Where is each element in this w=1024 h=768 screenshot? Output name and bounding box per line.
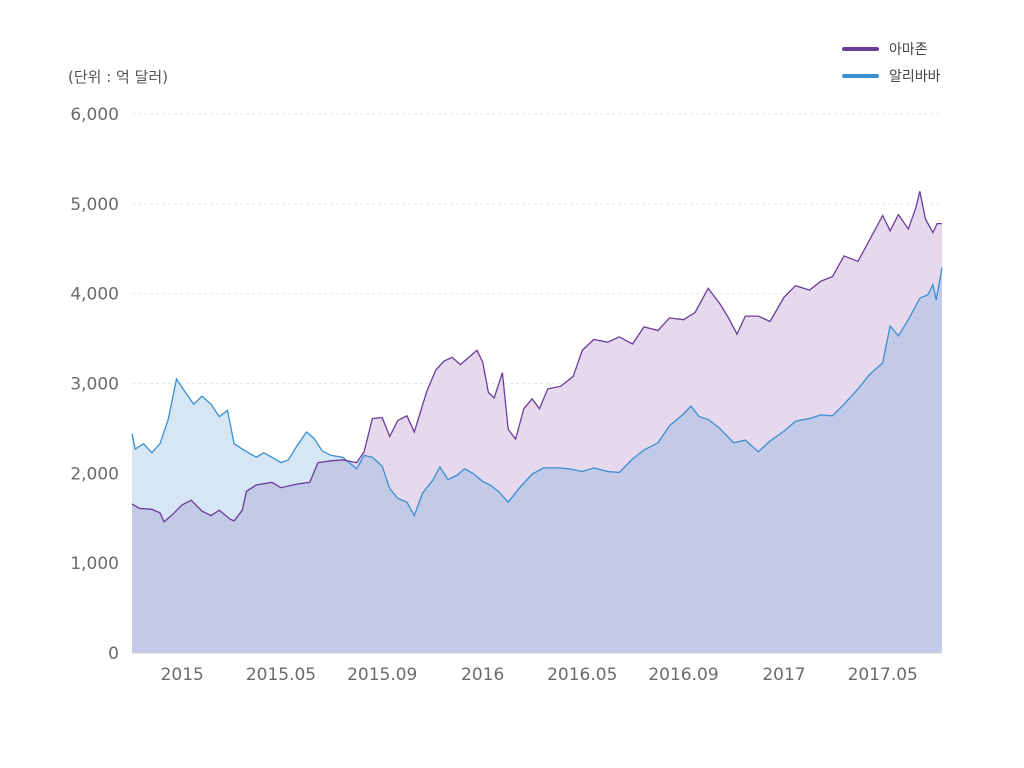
x-axis-ticks: 2015 2015.05 2015.09 2016 2016.05 2016.09 2017…	[161, 665, 918, 685]
y-tick-label: 1,000	[70, 554, 119, 574]
plot-area	[131, 191, 943, 654]
legend-label-amazon: 아마존	[889, 42, 928, 58]
x-tick-label: 2017.05	[848, 665, 918, 685]
area-overlap	[132, 267, 942, 653]
y-tick-label: 0	[108, 644, 119, 664]
y-axis-ticks: 0 1,000 2,000 3,000 4,000 5,000 6,000	[70, 105, 119, 664]
x-tick-label: 2017	[762, 665, 805, 685]
legend-swatch-alibaba	[842, 74, 879, 78]
x-tick-label: 2016.05	[547, 665, 617, 685]
y-tick-label: 3,000	[70, 375, 119, 395]
legend-swatch-amazon	[842, 47, 879, 51]
legend: 아마존 알리바바	[842, 42, 941, 85]
line-alibaba	[131, 267, 943, 518]
x-tick-label: 2015	[161, 665, 204, 685]
unit-label: (단위 : 억 달러)	[68, 68, 168, 86]
y-tick-label: 2,000	[70, 464, 119, 484]
y-tick-label: 4,000	[70, 285, 119, 305]
x-tick-label: 2015.09	[347, 665, 417, 685]
legend-item-amazon[interactable]: 아마존	[842, 42, 928, 58]
y-tick-label: 5,000	[70, 195, 119, 215]
line-amazon	[131, 191, 942, 523]
x-tick-label: 2015.05	[246, 665, 316, 685]
x-tick-label: 2016	[461, 665, 504, 685]
x-tick-label: 2016.09	[648, 665, 718, 685]
legend-item-alibaba[interactable]: 알리바바	[842, 69, 941, 85]
legend-label-alibaba: 알리바바	[889, 69, 941, 85]
y-tick-label: 6,000	[70, 105, 119, 125]
